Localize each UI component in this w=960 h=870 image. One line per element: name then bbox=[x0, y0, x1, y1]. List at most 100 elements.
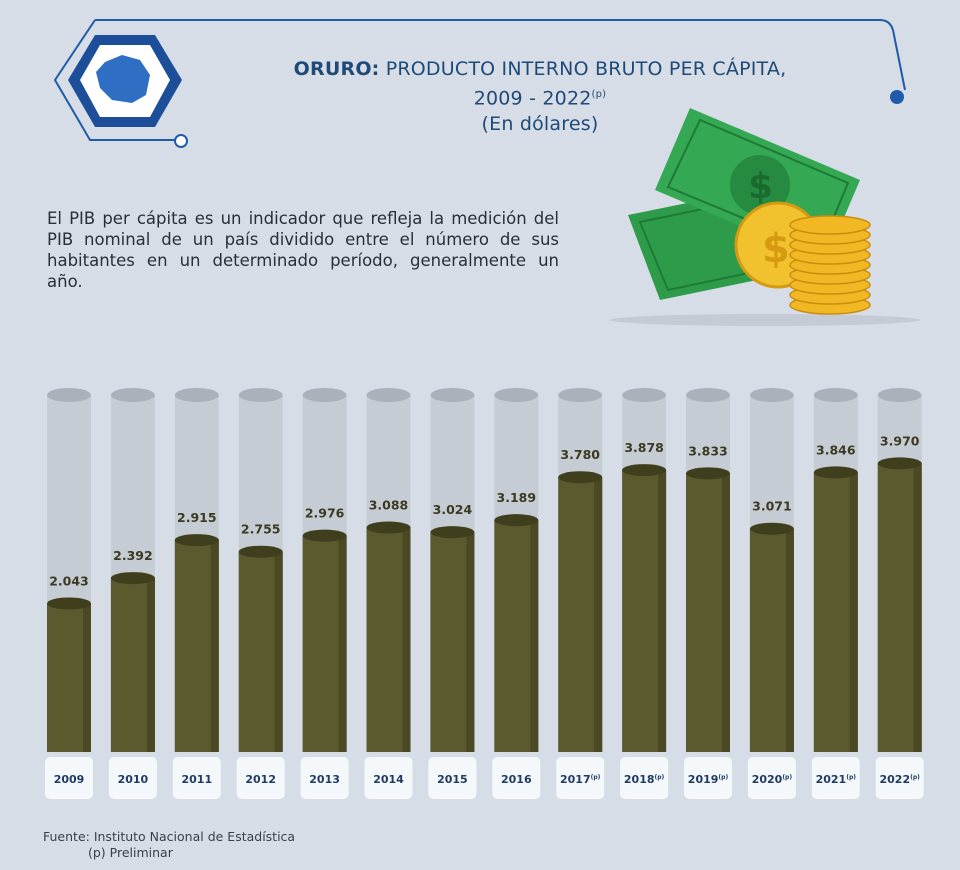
year-text: 2016 bbox=[501, 773, 532, 786]
year-box bbox=[45, 757, 93, 799]
year-box bbox=[364, 757, 413, 799]
tube-top bbox=[749, 388, 794, 402]
bar-group-2018: 3.878 2018(p) bbox=[620, 388, 669, 799]
bar-group-2019: 3.833 2019(p) bbox=[684, 388, 732, 799]
bar-top bbox=[686, 467, 730, 480]
tube-top bbox=[622, 388, 667, 402]
value-label: 3.780 bbox=[560, 447, 600, 462]
year-text: 2021 bbox=[816, 773, 847, 786]
value-label: 3.024 bbox=[433, 502, 473, 517]
year-box bbox=[108, 757, 157, 799]
bar-group-2020: 3.071 2020(p) bbox=[747, 388, 796, 799]
tube-top bbox=[813, 388, 858, 402]
year-box bbox=[428, 757, 477, 799]
year-sup: (p) bbox=[846, 774, 856, 781]
bar-top bbox=[47, 597, 91, 610]
header-frame: $ $ bbox=[53, 19, 920, 326]
bar-shade bbox=[274, 551, 283, 752]
money-bills-coins-icon: $ $ bbox=[610, 108, 920, 326]
year-box bbox=[236, 757, 285, 799]
bar-group-2011: 2.915 2011 bbox=[172, 388, 221, 799]
title-unit: (En dólares) bbox=[481, 113, 599, 136]
year-text: 2012 bbox=[245, 773, 276, 786]
bar-shade bbox=[785, 528, 794, 752]
svg-text:$: $ bbox=[762, 226, 790, 272]
value-label: 3.846 bbox=[816, 442, 856, 457]
tube-top bbox=[558, 388, 603, 402]
bar-top bbox=[813, 466, 858, 479]
bar-group-2017: 3.780 2017(p) bbox=[556, 388, 605, 799]
year-text: 2011 bbox=[181, 773, 212, 786]
bar-shade bbox=[146, 578, 155, 752]
value-label: 3.878 bbox=[624, 440, 664, 455]
value-label: 2.755 bbox=[241, 522, 281, 537]
bar-top bbox=[494, 514, 539, 527]
year-box bbox=[172, 757, 221, 799]
year-text: 2009 bbox=[54, 773, 85, 786]
bar-group-2022: 3.970 2022(p) bbox=[875, 388, 924, 799]
bar-top bbox=[558, 471, 603, 484]
year-label: 2012 bbox=[245, 773, 276, 786]
year-label: 2015 bbox=[437, 773, 468, 786]
title-period: 2009 - 2022 bbox=[473, 87, 592, 110]
value-label: 2.915 bbox=[177, 510, 217, 525]
year-box bbox=[620, 757, 669, 799]
year-label: 2009 bbox=[54, 773, 85, 786]
footer: Fuente: Instituto Nacional de Estadístic… bbox=[43, 829, 295, 861]
bar-top bbox=[110, 572, 155, 585]
year-label: 2021(p) bbox=[816, 773, 857, 786]
year-label: 2011 bbox=[181, 773, 212, 786]
year-text: 2010 bbox=[118, 773, 149, 786]
year-label: 2016 bbox=[501, 773, 532, 786]
year-label: 2019(p) bbox=[688, 773, 729, 786]
frame-line-left bbox=[53, 19, 175, 141]
value-label: 2.976 bbox=[305, 506, 345, 521]
year-label: 2014 bbox=[373, 773, 404, 786]
year-text: 2018 bbox=[624, 773, 655, 786]
bar-top bbox=[749, 522, 794, 535]
year-text: 2013 bbox=[309, 773, 340, 786]
bar-shade bbox=[913, 463, 922, 752]
tube-top bbox=[366, 388, 411, 402]
description-text: El PIB per cápita es un indicador que re… bbox=[47, 209, 559, 291]
bar-shade bbox=[722, 473, 730, 752]
year-box bbox=[875, 757, 924, 799]
year-box bbox=[684, 757, 732, 799]
year-sup: (p) bbox=[591, 774, 601, 781]
frame-dot-open bbox=[174, 134, 188, 148]
year-text: 2017 bbox=[560, 773, 591, 786]
tube-top bbox=[302, 388, 347, 402]
year-label: 2010 bbox=[118, 773, 149, 786]
year-box bbox=[492, 757, 541, 799]
year-sup: (p) bbox=[910, 774, 920, 781]
year-box bbox=[300, 757, 349, 799]
bar-group-2009: 2.043 2009 bbox=[45, 388, 93, 799]
tube-top bbox=[877, 388, 922, 402]
tube-top bbox=[238, 388, 283, 402]
bar-top bbox=[174, 534, 219, 547]
bar-top bbox=[302, 529, 347, 542]
chart-title: ORURO: PRODUCTO INTERNO BRUTO PER CÁPITA… bbox=[200, 56, 880, 137]
tube-top bbox=[47, 388, 91, 402]
bar-shade bbox=[594, 477, 603, 752]
bar-shade bbox=[849, 472, 858, 752]
title-period-sup: (p) bbox=[591, 89, 607, 100]
frame-line bbox=[95, 19, 906, 91]
year-label: 2017(p) bbox=[560, 773, 601, 786]
year-text: 2019 bbox=[688, 773, 719, 786]
bar-shade bbox=[658, 470, 667, 752]
bar-group-2013: 2.976 2013 bbox=[300, 388, 349, 799]
oruro-map-icon bbox=[68, 35, 182, 127]
value-label: 3.189 bbox=[497, 490, 537, 505]
year-box bbox=[556, 757, 605, 799]
year-text: 2015 bbox=[437, 773, 468, 786]
bar-top bbox=[430, 526, 475, 539]
bar-group-2012: 2.755 2012 bbox=[236, 388, 285, 799]
tube-top bbox=[110, 388, 155, 402]
year-sup: (p) bbox=[655, 774, 665, 781]
bar-shade bbox=[466, 532, 475, 752]
bar-group-2016: 3.189 2016 bbox=[492, 388, 541, 799]
bar-shade bbox=[338, 535, 347, 752]
bar-group-2021: 3.846 2021(p) bbox=[811, 388, 860, 799]
value-label: 3.970 bbox=[880, 433, 920, 448]
